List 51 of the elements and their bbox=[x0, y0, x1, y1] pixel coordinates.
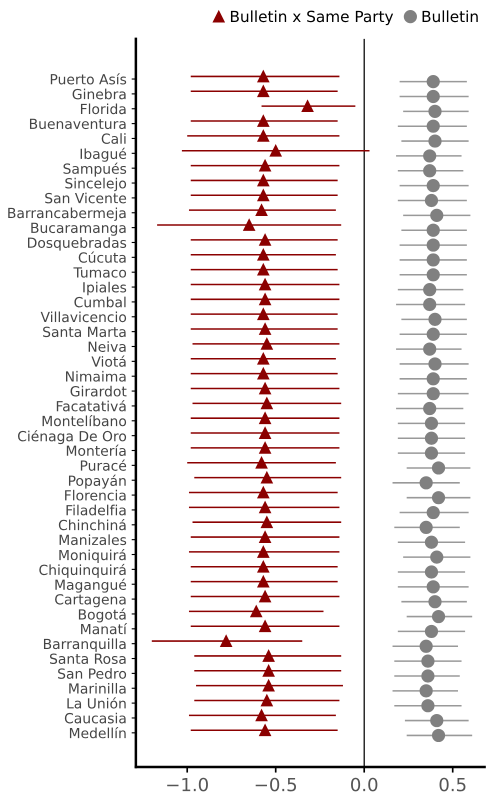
y-tick-label: Girardot bbox=[70, 386, 127, 397]
y-tick-label: Puracé bbox=[80, 460, 126, 471]
y-tick-label: Ibagué bbox=[80, 148, 126, 162]
y-tick-label: Ginebra bbox=[72, 88, 126, 100]
y-tick-label: Cali bbox=[102, 133, 126, 144]
y-tick-label: Montería bbox=[66, 444, 126, 456]
y-tick-label: Cartagena bbox=[55, 594, 126, 608]
legend-label: Bulletin bbox=[422, 10, 478, 22]
y-tick-label: Facatativá bbox=[56, 400, 126, 412]
y-tick-label: Florida bbox=[80, 103, 126, 114]
y-tick-label: Neiva bbox=[88, 341, 126, 352]
y-tick-label: Buenaventura bbox=[30, 118, 126, 130]
y-tick-label: Santa Marta bbox=[43, 326, 126, 338]
y-tick-label: Ipiales bbox=[83, 282, 126, 296]
y-tick-label: Bucaramanga bbox=[31, 222, 126, 236]
y-tick-label: Villavicencio bbox=[40, 311, 126, 322]
y-tick-label: Nimaima bbox=[66, 370, 126, 382]
y-tick-label: Moniquirá bbox=[59, 548, 126, 563]
y-tick-label: Barranquilla bbox=[44, 638, 126, 652]
x-tick-label: 0.5 bbox=[440, 778, 466, 792]
y-tick-label: Medellín bbox=[70, 726, 126, 738]
y-tick-label: Puerto Asís bbox=[50, 73, 126, 84]
legend-label: Bulletin x Same Party bbox=[230, 10, 394, 26]
y-tick-label: Montelíbano bbox=[42, 414, 126, 426]
y-tick-label: Sincelejo bbox=[65, 178, 126, 192]
y-tick-label: San Pedro bbox=[58, 668, 126, 679]
y-tick-label: Viotá bbox=[91, 356, 126, 367]
x-tick-label: −0.5 bbox=[256, 778, 296, 792]
y-tick-label: Tumaco bbox=[73, 267, 126, 278]
y-tick-label: Cúcuta bbox=[78, 252, 126, 263]
y-tick-label: Ciénaga De Oro bbox=[18, 430, 126, 444]
y-tick-label: Caucasia bbox=[64, 712, 126, 724]
y-tick-label: Marinilla bbox=[69, 682, 126, 694]
y-tick-label: Chiquinquirá bbox=[39, 564, 126, 578]
y-tick-label: Manatí bbox=[81, 622, 128, 634]
x-tick-label: 0.0 bbox=[351, 778, 378, 792]
y-tick-label: Cumbal bbox=[74, 296, 126, 308]
y-tick-label: Chinchiná bbox=[58, 518, 126, 530]
y-tick-label: San Vicente bbox=[45, 192, 126, 204]
y-tick-label: Florencia bbox=[65, 490, 126, 501]
y-tick-label: Santa Rosa bbox=[50, 654, 126, 664]
y-tick-label: Dosquebradas bbox=[28, 237, 126, 251]
y-tick-label: Manizales bbox=[60, 534, 126, 546]
y-tick-label: Sampués bbox=[64, 162, 126, 177]
y-tick-label: Magangué bbox=[55, 578, 126, 593]
y-tick-label: Bogotá bbox=[78, 608, 126, 622]
y-tick-label: La Unión bbox=[67, 697, 126, 709]
y-tick-label: Barrancabermeja bbox=[8, 207, 126, 221]
y-tick-label: Popayán bbox=[68, 474, 126, 489]
y-tick-label: Filadelfia bbox=[66, 504, 126, 516]
x-tick-label: −1.0 bbox=[167, 778, 208, 792]
